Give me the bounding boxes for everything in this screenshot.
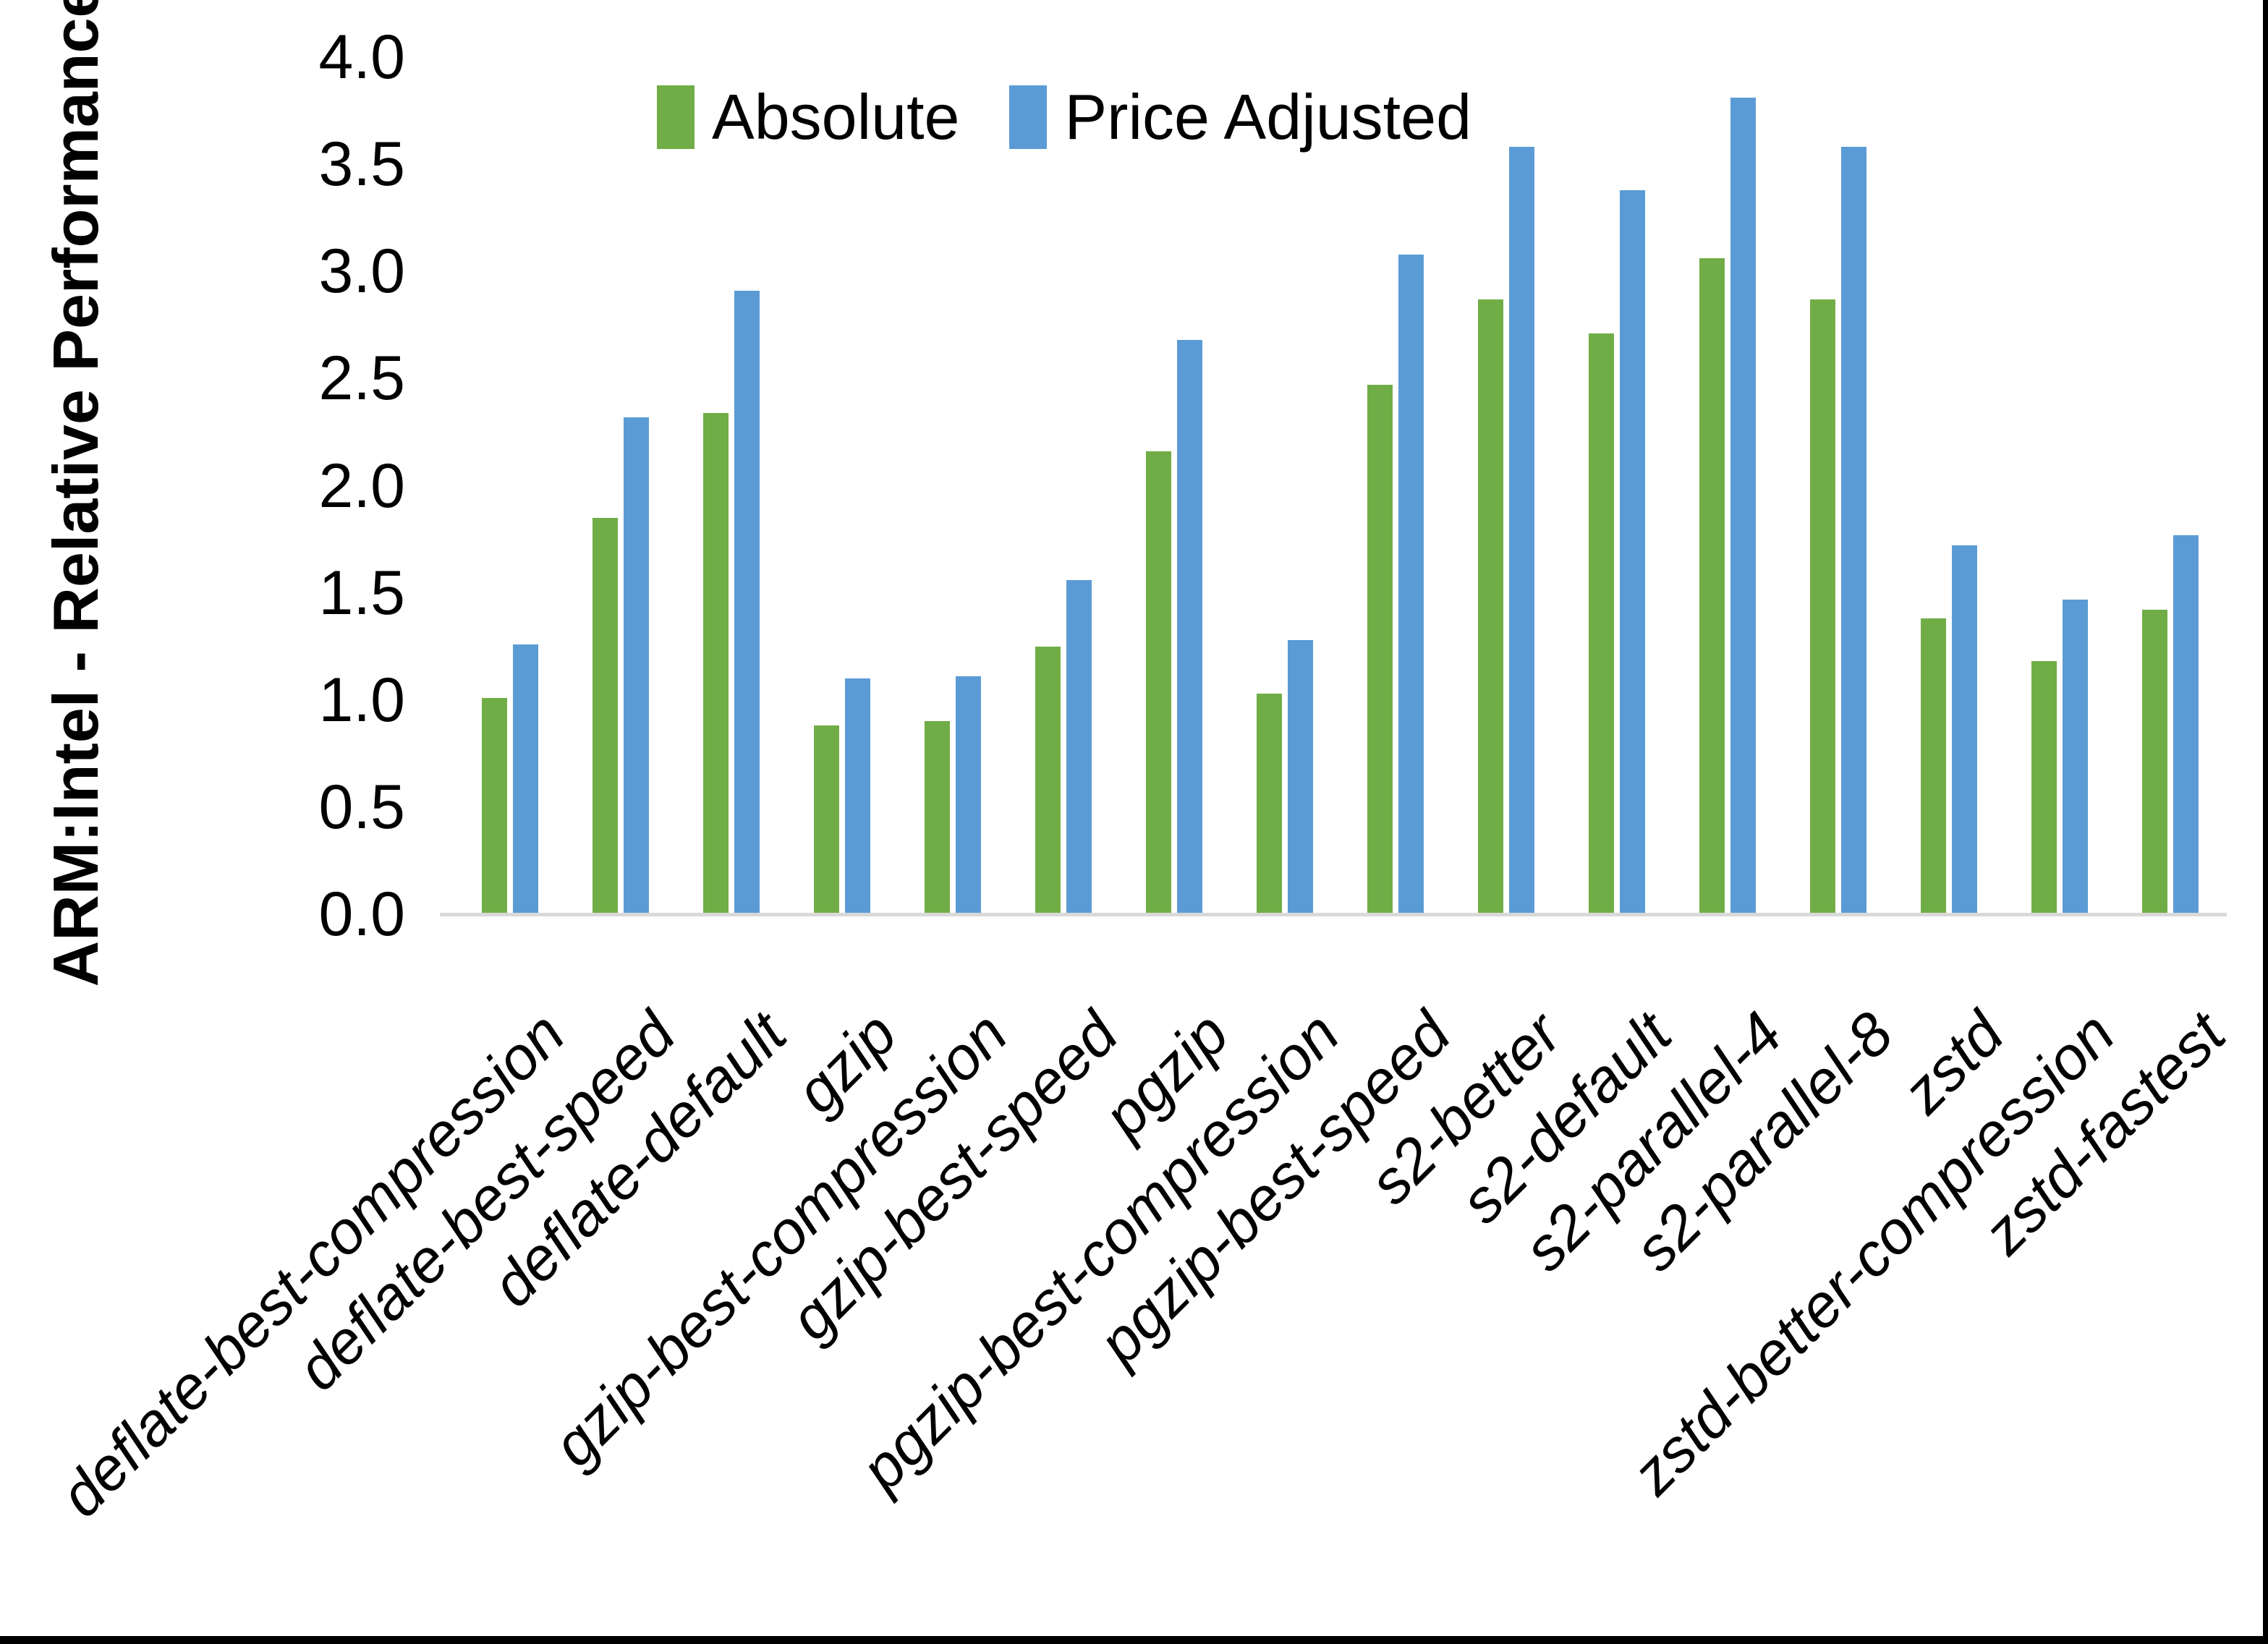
legend-item-absolute: Absolute — [657, 85, 959, 149]
y-tick-label-2.5: 2.5 — [318, 344, 405, 414]
bar-absolute-pgzip — [1146, 451, 1171, 914]
bar-absolute-pgzip-best-speed — [1367, 385, 1393, 914]
y-axis-title: ARM:Intel - Relative Performance — [40, 0, 111, 987]
legend-item-price-adjusted: Price Adjusted — [1009, 85, 1471, 149]
y-tick-label-0.5: 0.5 — [318, 772, 405, 842]
y-tick-label-1.5: 1.5 — [318, 558, 405, 628]
price-adjusted-legend-label: Price Adjusted — [1064, 81, 1472, 153]
bar-absolute-gzip-best-speed — [1035, 647, 1061, 914]
y-tick-label-3.0: 3.0 — [318, 237, 405, 307]
legend: Absolute Price Adjusted — [657, 85, 1471, 149]
bar-price-adjusted-s2-parallel-4 — [1730, 98, 1756, 914]
bar-absolute-s2-default — [1589, 333, 1614, 914]
y-tick-label-4.0: 4.0 — [318, 22, 405, 92]
bar-price-adjusted-pgzip — [1177, 340, 1202, 914]
bar-absolute-s2-better — [1478, 299, 1503, 914]
bar-absolute-deflate-best-speed — [593, 518, 618, 914]
bar-absolute-deflate-best-compression — [482, 698, 507, 914]
y-tick-label-3.5: 3.5 — [318, 129, 405, 200]
bar-price-adjusted-s2-default — [1620, 190, 1645, 914]
bar-absolute-zstd-fastest — [2142, 610, 2167, 914]
bar-price-adjusted-deflate-best-compression — [513, 644, 538, 914]
bar-absolute-s2-parallel-8 — [1810, 299, 1835, 914]
bar-price-adjusted-zstd-better-compression — [2063, 600, 2088, 914]
bar-absolute-pgzip-best-compression — [1257, 694, 1282, 914]
bar-price-adjusted-gzip-best-speed — [1066, 580, 1092, 914]
bar-price-adjusted-s2-parallel-8 — [1841, 147, 1866, 914]
bar-absolute-zstd-better-compression — [2031, 661, 2057, 914]
bar-absolute-gzip — [814, 725, 839, 914]
y-tick-label-0.0: 0.0 — [318, 880, 405, 949]
absolute-legend-swatch — [657, 85, 695, 149]
bar-price-adjusted-zstd — [1952, 545, 1977, 914]
bar-price-adjusted-zstd-fastest — [2173, 535, 2199, 914]
bar-absolute-gzip-best-compression — [925, 721, 950, 914]
y-tick-label-2.0: 2.0 — [318, 451, 405, 521]
bar-absolute-zstd — [1921, 618, 1946, 914]
price-adjusted-legend-swatch — [1009, 85, 1048, 149]
bar-price-adjusted-pgzip-best-compression — [1288, 640, 1313, 914]
absolute-legend-label: Absolute — [712, 81, 960, 153]
y-tick-label-1.0: 1.0 — [318, 665, 405, 735]
bar-price-adjusted-gzip — [845, 678, 870, 914]
x-axis-line — [440, 913, 2227, 916]
bar-price-adjusted-pgzip-best-speed — [1398, 255, 1424, 914]
bar-price-adjusted-gzip-best-compression — [956, 676, 981, 914]
bar-price-adjusted-deflate-default — [734, 291, 760, 914]
bar-absolute-s2-parallel-4 — [1699, 258, 1725, 914]
bar-price-adjusted-s2-better — [1509, 147, 1534, 914]
bar-absolute-deflate-default — [703, 413, 729, 914]
bar-price-adjusted-deflate-best-speed — [624, 417, 649, 914]
right-border — [2263, 0, 2268, 1644]
bottom-border — [0, 1636, 2268, 1644]
